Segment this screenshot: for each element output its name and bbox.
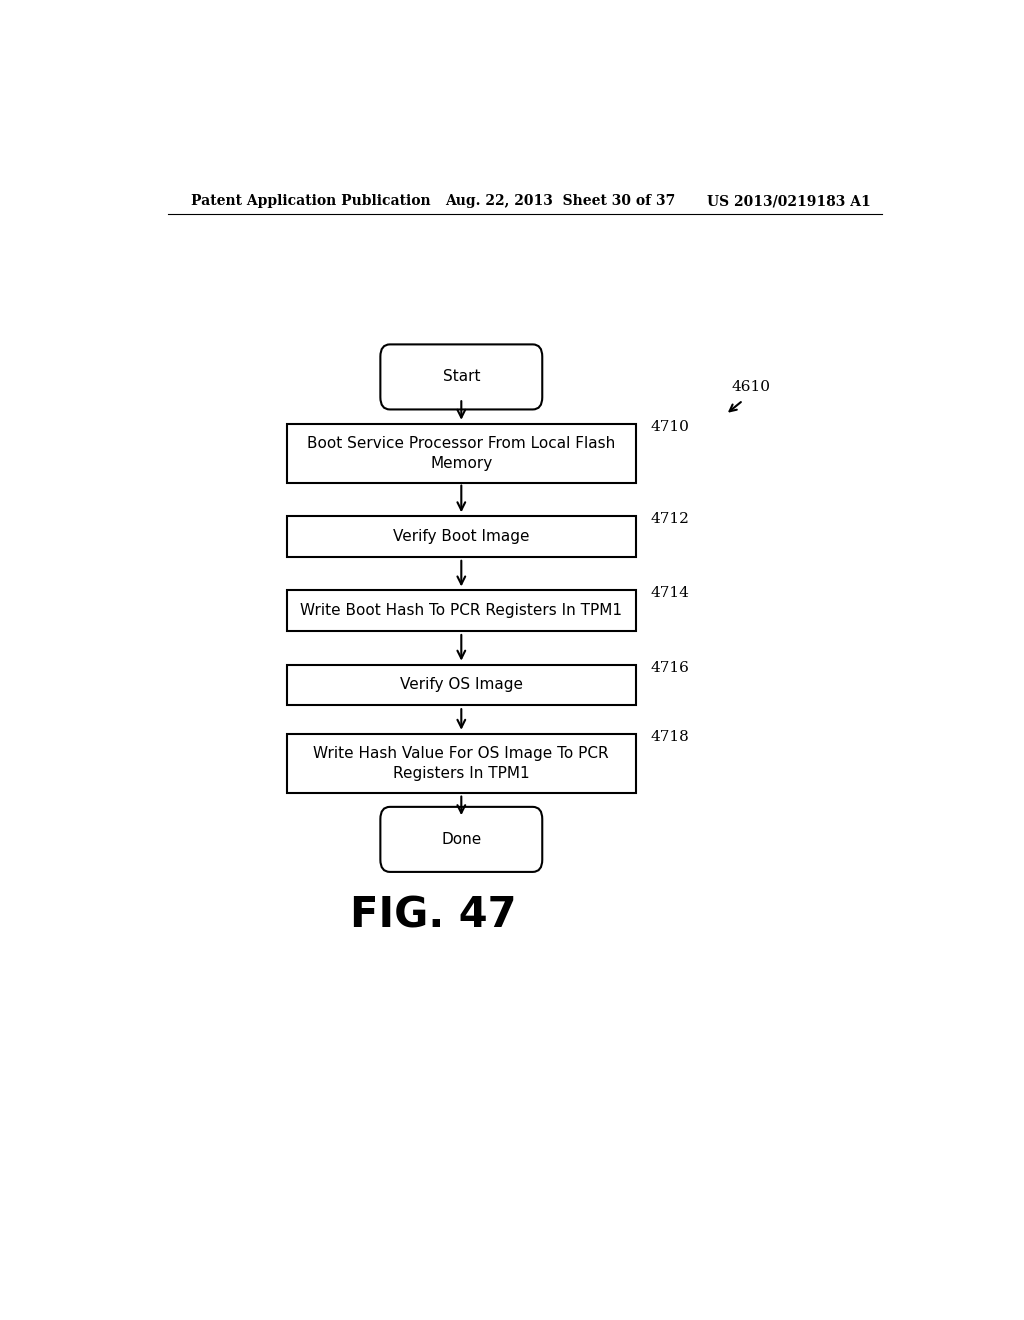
FancyBboxPatch shape xyxy=(380,345,543,409)
Text: FIG. 47: FIG. 47 xyxy=(350,895,517,937)
Bar xyxy=(287,516,636,557)
Bar xyxy=(287,664,636,705)
Text: Patent Application Publication: Patent Application Publication xyxy=(191,194,431,209)
Text: Aug. 22, 2013  Sheet 30 of 37: Aug. 22, 2013 Sheet 30 of 37 xyxy=(445,194,676,209)
Text: US 2013/0219183 A1: US 2013/0219183 A1 xyxy=(708,194,871,209)
Text: Verify Boot Image: Verify Boot Image xyxy=(393,529,529,544)
Bar xyxy=(287,734,636,792)
Bar xyxy=(287,590,636,631)
Text: 4610: 4610 xyxy=(731,380,770,395)
Text: Write Hash Value For OS Image To PCR
Registers In TPM1: Write Hash Value For OS Image To PCR Reg… xyxy=(313,746,609,780)
Text: 4716: 4716 xyxy=(650,660,689,675)
Text: Start: Start xyxy=(442,370,480,384)
Text: 4718: 4718 xyxy=(650,730,689,743)
Text: Verify OS Image: Verify OS Image xyxy=(399,677,523,693)
Text: Write Boot Hash To PCR Registers In TPM1: Write Boot Hash To PCR Registers In TPM1 xyxy=(300,603,623,618)
Bar xyxy=(287,424,636,483)
Text: Boot Service Processor From Local Flash
Memory: Boot Service Processor From Local Flash … xyxy=(307,436,615,470)
Text: Done: Done xyxy=(441,832,481,847)
FancyBboxPatch shape xyxy=(380,807,543,873)
Text: 4710: 4710 xyxy=(650,420,689,433)
Text: 4714: 4714 xyxy=(650,586,689,601)
Text: 4712: 4712 xyxy=(650,512,689,527)
